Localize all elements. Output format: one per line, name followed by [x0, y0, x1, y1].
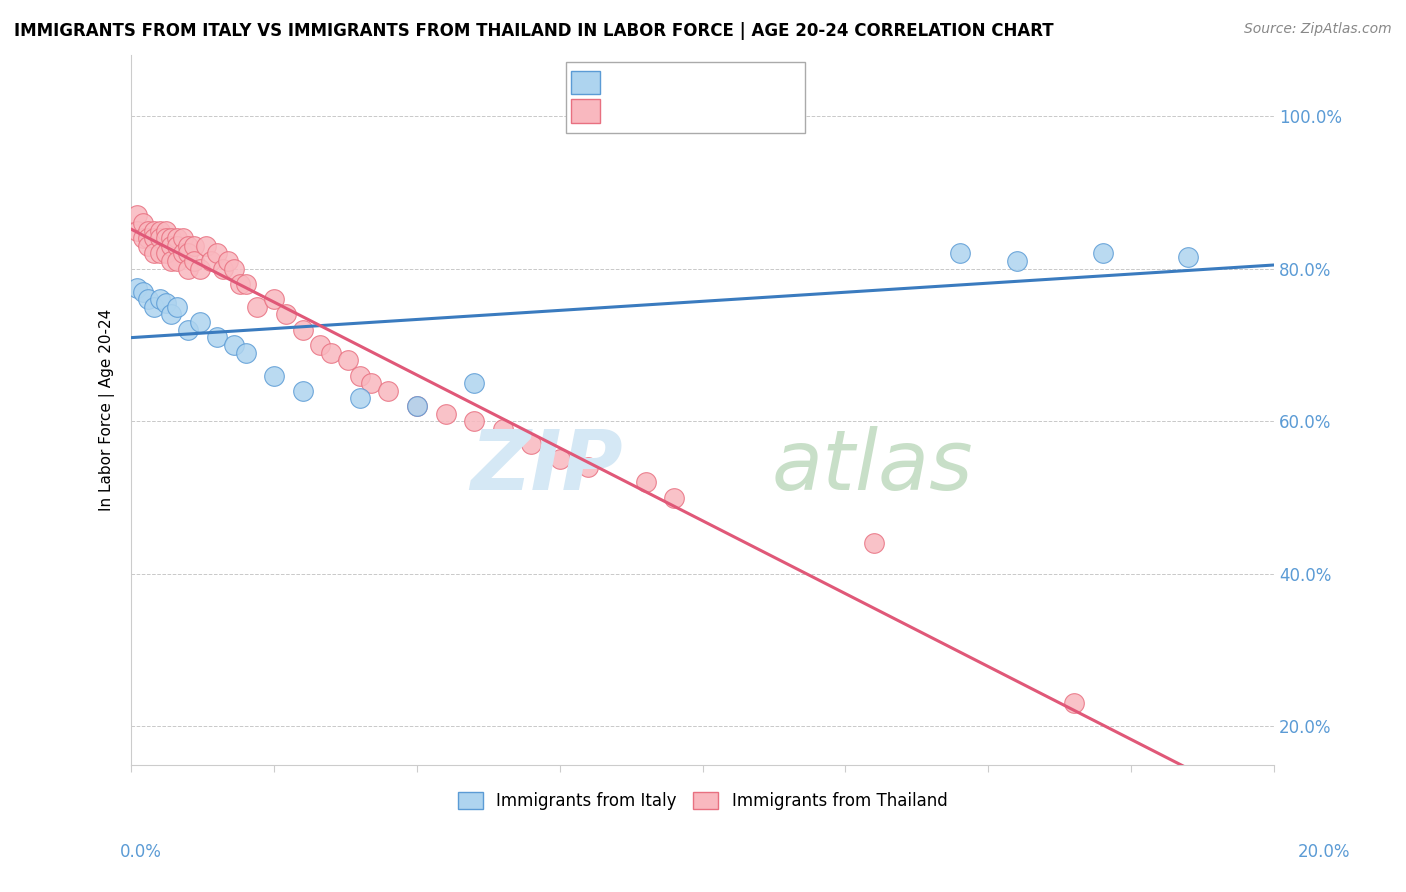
Point — [177, 246, 200, 260]
Point — [166, 300, 188, 314]
Text: R = 0.554   N = 22: R = 0.554 N = 22 — [606, 73, 776, 91]
Point — [194, 239, 217, 253]
Point — [1005, 254, 1028, 268]
Point — [172, 231, 194, 245]
Point — [634, 475, 657, 490]
Point — [166, 254, 188, 268]
Point — [229, 277, 252, 291]
Point — [662, 491, 685, 505]
Point — [143, 231, 166, 245]
Point — [863, 536, 886, 550]
Point — [377, 384, 399, 398]
Point — [360, 376, 382, 391]
Legend: Immigrants from Italy, Immigrants from Thailand: Immigrants from Italy, Immigrants from T… — [451, 785, 955, 816]
Point — [1063, 697, 1085, 711]
Point — [200, 254, 222, 268]
Point — [217, 254, 239, 268]
Point — [143, 300, 166, 314]
Point — [138, 223, 160, 237]
Point — [125, 281, 148, 295]
Point — [308, 338, 330, 352]
Point — [224, 261, 246, 276]
Point — [463, 414, 485, 428]
FancyBboxPatch shape — [565, 62, 806, 133]
Point — [263, 368, 285, 383]
Point — [576, 460, 599, 475]
Point — [235, 277, 257, 291]
Point — [337, 353, 360, 368]
FancyBboxPatch shape — [571, 70, 600, 95]
Point — [138, 292, 160, 306]
Point — [125, 223, 148, 237]
Point — [949, 246, 972, 260]
Point — [160, 254, 183, 268]
Point — [160, 239, 183, 253]
Point — [172, 246, 194, 260]
Point — [291, 323, 314, 337]
Point — [321, 345, 343, 359]
Point — [149, 223, 172, 237]
Point — [183, 239, 205, 253]
Point — [1177, 250, 1199, 264]
Point — [177, 261, 200, 276]
Point — [138, 231, 160, 245]
Point — [166, 239, 188, 253]
Point — [349, 392, 371, 406]
Point — [143, 246, 166, 260]
Point — [463, 376, 485, 391]
Point — [149, 231, 172, 245]
Text: ZIP: ZIP — [470, 426, 623, 507]
Point — [155, 223, 177, 237]
Point — [1091, 246, 1114, 260]
Point — [235, 345, 257, 359]
Point — [149, 246, 172, 260]
Point — [183, 254, 205, 268]
Point — [155, 296, 177, 310]
Point — [160, 308, 183, 322]
Point — [205, 330, 228, 344]
Point — [125, 208, 148, 222]
Point — [274, 308, 297, 322]
Point — [492, 422, 515, 436]
Point — [138, 239, 160, 253]
Point — [434, 407, 457, 421]
Text: 0.0%: 0.0% — [120, 843, 162, 861]
Point — [177, 323, 200, 337]
Text: IMMIGRANTS FROM ITALY VS IMMIGRANTS FROM THAILAND IN LABOR FORCE | AGE 20-24 COR: IMMIGRANTS FROM ITALY VS IMMIGRANTS FROM… — [14, 22, 1053, 40]
Point — [406, 399, 429, 413]
Point — [143, 223, 166, 237]
Y-axis label: In Labor Force | Age 20-24: In Labor Force | Age 20-24 — [100, 309, 115, 511]
Text: R = -0.132   N = 59: R = -0.132 N = 59 — [606, 102, 783, 120]
Point — [349, 368, 371, 383]
Point — [246, 300, 269, 314]
Point — [188, 315, 211, 329]
Point — [548, 452, 571, 467]
Point — [132, 285, 155, 299]
Point — [160, 231, 183, 245]
FancyBboxPatch shape — [571, 99, 600, 122]
Point — [132, 216, 155, 230]
Text: atlas: atlas — [770, 426, 973, 507]
Point — [155, 231, 177, 245]
Point — [224, 338, 246, 352]
Point — [263, 292, 285, 306]
Point — [211, 261, 233, 276]
Text: Source: ZipAtlas.com: Source: ZipAtlas.com — [1244, 22, 1392, 37]
Point — [166, 231, 188, 245]
Point — [291, 384, 314, 398]
Point — [406, 399, 429, 413]
Point — [155, 246, 177, 260]
Point — [132, 231, 155, 245]
Point — [177, 239, 200, 253]
Point — [520, 437, 543, 451]
Point — [188, 261, 211, 276]
Point — [205, 246, 228, 260]
Point — [149, 292, 172, 306]
Text: 20.0%: 20.0% — [1298, 843, 1350, 861]
